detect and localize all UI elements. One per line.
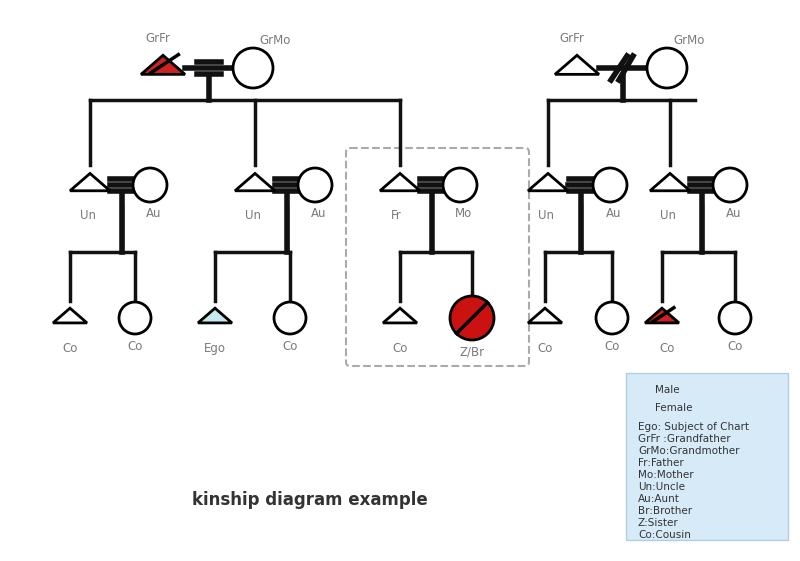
Polygon shape	[633, 385, 651, 393]
Text: Un: Un	[245, 209, 261, 222]
Polygon shape	[383, 308, 417, 323]
Polygon shape	[645, 308, 679, 323]
Text: Z/Br: Z/Br	[459, 346, 485, 358]
Text: Un: Un	[660, 209, 676, 222]
Text: Au:Aunt: Au:Aunt	[638, 494, 680, 504]
Text: Fr:Father: Fr:Father	[638, 458, 684, 468]
Text: Un:Uncle: Un:Uncle	[638, 482, 685, 492]
Polygon shape	[380, 173, 420, 191]
Text: Male: Male	[655, 385, 680, 395]
Text: GrMo:Grandmother: GrMo:Grandmother	[638, 446, 739, 456]
Text: Z:Sister: Z:Sister	[638, 518, 678, 528]
Text: Un: Un	[80, 209, 96, 222]
Text: Co: Co	[392, 342, 408, 355]
Text: Co: Co	[727, 339, 742, 352]
Polygon shape	[198, 308, 232, 323]
Polygon shape	[528, 308, 562, 323]
Circle shape	[443, 168, 477, 202]
Text: Ego: Subject of Chart: Ego: Subject of Chart	[638, 422, 749, 432]
Text: GrMo: GrMo	[674, 34, 705, 47]
Text: GrFr: GrFr	[559, 31, 585, 44]
Polygon shape	[650, 173, 690, 191]
Polygon shape	[53, 308, 87, 323]
Text: GrFr :Grandfather: GrFr :Grandfather	[638, 434, 730, 444]
Circle shape	[119, 302, 151, 334]
Text: Co: Co	[282, 339, 298, 352]
Text: Co: Co	[659, 342, 674, 355]
Circle shape	[647, 48, 687, 88]
Text: Au: Au	[726, 206, 742, 219]
Polygon shape	[528, 173, 568, 191]
Text: Un: Un	[538, 209, 554, 222]
Text: Au: Au	[606, 206, 622, 219]
Circle shape	[713, 168, 747, 202]
Circle shape	[233, 48, 273, 88]
Text: Co: Co	[604, 339, 620, 352]
FancyBboxPatch shape	[626, 373, 788, 540]
Text: Ego: Ego	[204, 342, 226, 355]
Circle shape	[719, 302, 751, 334]
Polygon shape	[70, 173, 110, 191]
Circle shape	[596, 302, 628, 334]
Text: Co: Co	[538, 342, 553, 355]
Text: Au: Au	[146, 206, 162, 219]
Text: Co: Co	[127, 339, 142, 352]
Text: Au: Au	[311, 206, 326, 219]
Text: Co: Co	[62, 342, 78, 355]
Circle shape	[593, 168, 627, 202]
Text: Fr: Fr	[390, 209, 402, 222]
Text: Mo:Mother: Mo:Mother	[638, 470, 694, 480]
Text: GrMo: GrMo	[259, 34, 290, 47]
Text: Mo: Mo	[455, 206, 473, 219]
Circle shape	[133, 168, 167, 202]
Text: Br:Brother: Br:Brother	[638, 506, 692, 516]
Text: Female: Female	[655, 403, 693, 413]
Text: Co:Cousin: Co:Cousin	[638, 530, 691, 540]
Text: kinship diagram example: kinship diagram example	[192, 491, 428, 509]
Circle shape	[298, 168, 332, 202]
Polygon shape	[235, 173, 275, 191]
Circle shape	[274, 302, 306, 334]
Circle shape	[450, 296, 494, 340]
Circle shape	[634, 400, 650, 416]
Polygon shape	[555, 56, 599, 75]
Text: GrFr: GrFr	[146, 31, 170, 44]
Polygon shape	[141, 56, 185, 75]
